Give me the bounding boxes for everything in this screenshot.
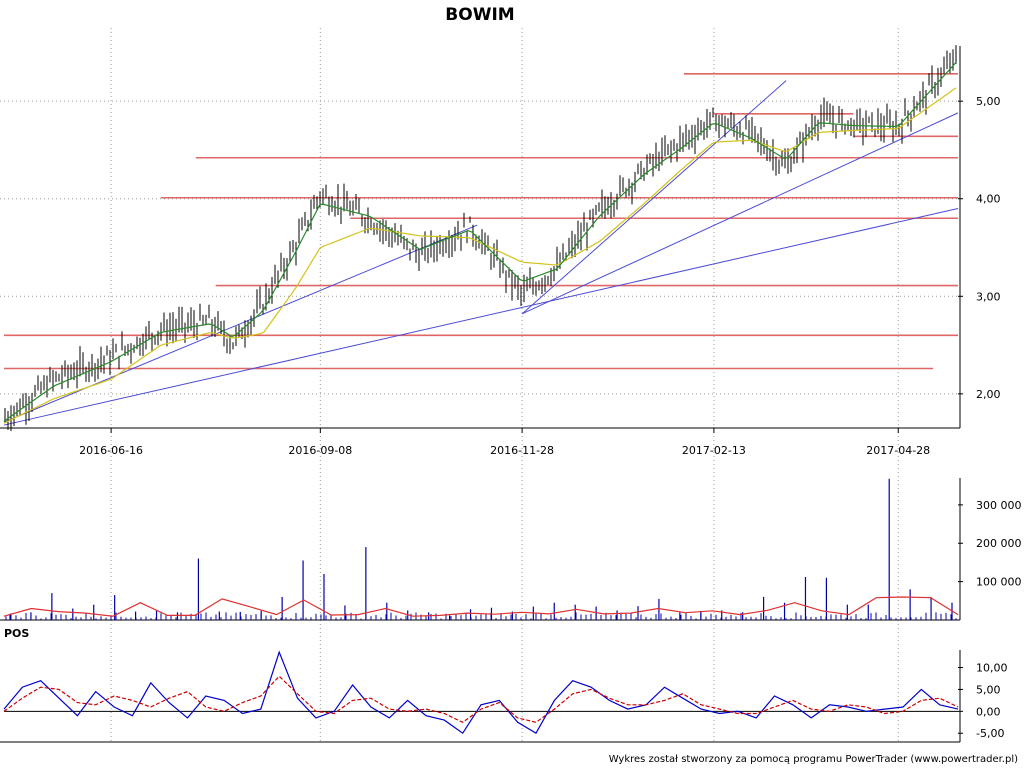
volume-panel (3, 478, 959, 620)
pos-blue-line (3, 650, 959, 735)
x-tick-label: 2016-06-16 (79, 444, 143, 457)
footer-credit: Wykres został stworzony za pomocą progra… (609, 754, 1018, 765)
pos-panel (3, 650, 959, 735)
y-tick-label: -5,00 (976, 727, 1004, 740)
trend-line (521, 80, 787, 315)
pos-panel-label: POS (4, 627, 29, 640)
y-tick-label: 2,00 (976, 388, 1001, 401)
trend-line (3, 208, 959, 426)
chart-title: BOWIM (445, 5, 514, 25)
x-tick-label: 2017-02-13 (682, 444, 746, 457)
y-tick-label: 4,00 (976, 193, 1001, 206)
y-tick-label: 5,00 (976, 683, 1001, 696)
price-panel (3, 45, 959, 432)
trend-line (521, 112, 959, 315)
y-tick-label: 5,00 (976, 95, 1001, 108)
grid-lines: 2016-06-16 2016-09-08 2016-11-28 2017-02-13… (0, 28, 1022, 743)
y-tick-label: 200 000 (976, 537, 1022, 550)
pos-red-line (3, 675, 959, 723)
y-tick-label: 300 000 (976, 499, 1022, 512)
trend-line (3, 224, 478, 423)
x-tick-label: 2016-09-08 (288, 444, 352, 457)
volume-average-line (3, 596, 959, 617)
y-tick-label: 100 000 (976, 576, 1022, 589)
x-tick-label: 2016-11-28 (490, 444, 554, 457)
x-tick-label: 2017-04-28 (866, 444, 930, 457)
y-tick-label: 10,00 (976, 662, 1008, 675)
y-tick-label: 0,00 (976, 705, 1001, 718)
y-tick-label: 3,00 (976, 290, 1001, 303)
sma-long-line (3, 87, 957, 424)
sma-short-line (3, 62, 957, 422)
